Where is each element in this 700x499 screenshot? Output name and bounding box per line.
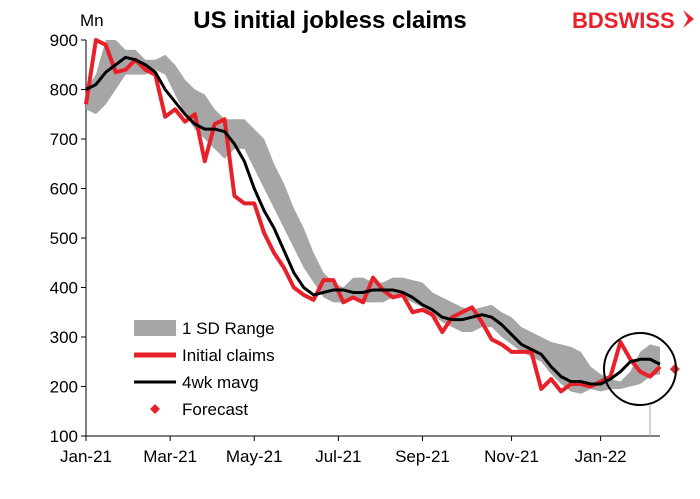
mavg-line xyxy=(85,55,661,386)
legend-label: 4wk mavg xyxy=(182,373,259,392)
forecast-marks xyxy=(669,364,680,375)
legend-label: Initial claims xyxy=(182,346,275,365)
y-tick-label: 500 xyxy=(50,229,78,248)
chart-title: US initial jobless claims xyxy=(193,7,466,34)
x-tick-label: Jul-21 xyxy=(315,447,361,466)
legend-label: Forecast xyxy=(182,400,248,419)
y-tick-label: 200 xyxy=(50,378,78,397)
legend: 1 SD Range Initial claims 4wk mavg Forecast xyxy=(134,319,275,419)
x-tick-label: Mar-21 xyxy=(143,447,197,466)
sd-range-band xyxy=(86,40,660,394)
legend-swatch-band xyxy=(134,320,176,336)
y-unit-label: Mn xyxy=(80,11,104,30)
y-tick-label: 700 xyxy=(50,130,78,149)
x-tick-label: May-21 xyxy=(226,447,283,466)
brand-logo-text: BDSWISS xyxy=(572,8,675,33)
x-tick-label: Jan-22 xyxy=(575,447,627,466)
series-lines xyxy=(84,38,662,394)
y-tick-label: 400 xyxy=(50,279,78,298)
chevron-right-icon xyxy=(683,10,694,28)
y-tick-label: 300 xyxy=(50,328,78,347)
y-tick-label: 900 xyxy=(50,31,78,50)
y-tick-label: 800 xyxy=(50,81,78,100)
axes: 100 200 300 400 500 600 700 800 900 Jan-21 Mar-21 M… xyxy=(50,31,660,466)
initial-claims-line xyxy=(84,38,662,394)
y-tick-label: 600 xyxy=(50,180,78,199)
x-tick-label: Nov-21 xyxy=(484,447,539,466)
x-tick-label: Sep-21 xyxy=(395,447,450,466)
sd-range-area xyxy=(86,40,660,394)
highlight-circle xyxy=(603,332,677,406)
legend-label: 1 SD Range xyxy=(182,319,275,338)
forecast-point xyxy=(669,364,680,375)
brand-logo: BDSWISS xyxy=(572,8,694,33)
y-tick-label: 100 xyxy=(50,427,78,446)
x-tick-label: Jan-21 xyxy=(60,447,112,466)
legend-swatch-point xyxy=(150,404,160,414)
